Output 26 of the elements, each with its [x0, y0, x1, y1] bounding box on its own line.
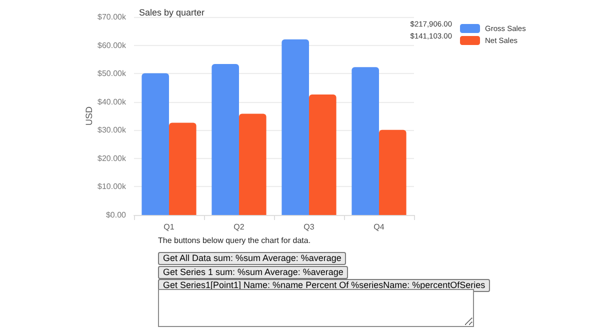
text: Get Series 1 sum: %sum Average: %average [158, 266, 348, 278]
y-tick-label: $70.00k [98, 12, 127, 22]
bar [309, 94, 336, 215]
x-tick-label: Q4 [374, 222, 385, 232]
x-tick-label: Q1 [164, 222, 175, 232]
text: Get Series1[Point1] Name: %name Percent Of %seriesName: %percentOfSeries [158, 279, 490, 292]
bar [379, 130, 406, 215]
y-tick-label: $20.00k [98, 154, 127, 163]
y-tick-label: $60.00k [98, 40, 127, 50]
y-tick-label: $30.00k [98, 126, 127, 135]
y-tick-label: $50.00k [98, 69, 127, 78]
y-tick-label: $40.00k [98, 97, 127, 106]
y-tick-label: $10.00k [98, 182, 127, 192]
y-tick-label: $0.00 [106, 210, 127, 220]
y-axis-title: USD [84, 106, 94, 126]
text: Get All Data sum: %sum Average: %average [158, 252, 346, 265]
x-tick-label: Q2 [234, 222, 245, 232]
bar [239, 114, 266, 215]
bar [282, 39, 309, 215]
x-tick-label: Q3 [304, 222, 315, 232]
bar [142, 73, 169, 215]
text: The buttons below query the chart for data. [158, 236, 311, 245]
bar [169, 122, 196, 215]
bar [352, 67, 379, 215]
bar [212, 64, 239, 215]
chart-title: Sales by quarter [139, 8, 205, 18]
